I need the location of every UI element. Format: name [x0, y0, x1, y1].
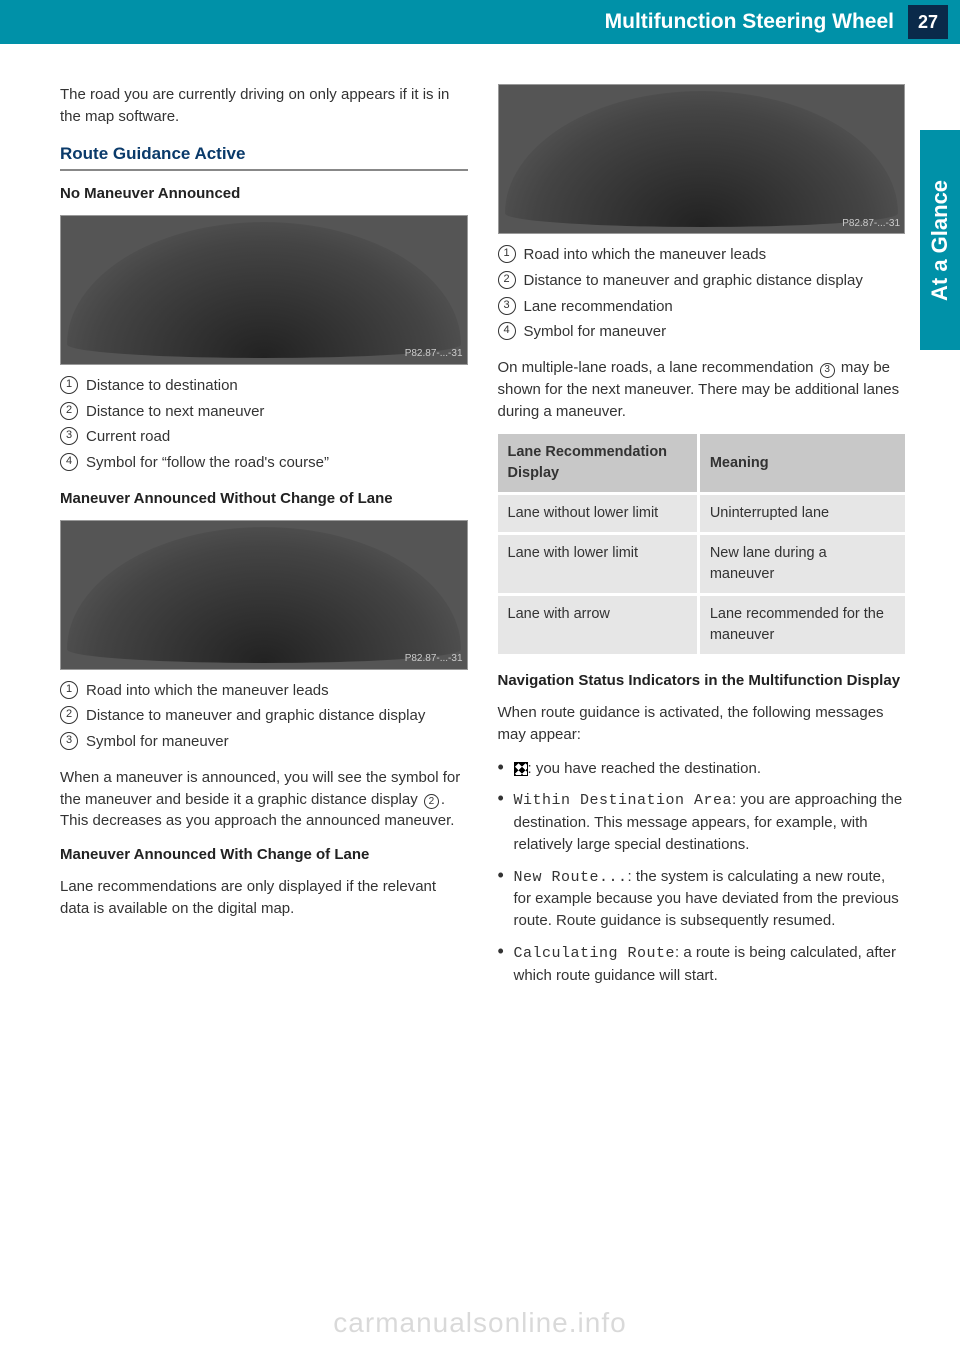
- page-header: Multifunction Steering Wheel 27: [0, 0, 960, 44]
- callout-3-icon: 3: [60, 732, 78, 750]
- callout-text: Symbol for maneuver: [86, 731, 229, 753]
- callout-3-icon: 3: [498, 297, 516, 315]
- callout-2-icon: 2: [60, 706, 78, 724]
- list-item: 3 Lane recommendation: [498, 296, 906, 318]
- instrument-display-image-2: [60, 520, 468, 670]
- multiple-lane-text: On multiple-lane roads, a lane recommend…: [498, 357, 906, 422]
- list-item: 1 Road into which the maneuver leads: [60, 680, 468, 702]
- code-text: New Route...: [514, 869, 628, 886]
- code-text: Calculating Route: [514, 945, 676, 962]
- lane-recommendation-table: Lane Recommendation Display Meaning Lane…: [498, 434, 906, 654]
- callout-2-icon: 2: [60, 402, 78, 420]
- table-row: Lane with lower limit New lane during a …: [498, 534, 906, 595]
- list-item: 4 Symbol for “follow the road's course”: [60, 452, 468, 474]
- instrument-display-image-1: [60, 215, 468, 365]
- subheading-nav-status: Navigation Status Indicators in the Mult…: [498, 670, 906, 692]
- callout-text: Symbol for maneuver: [524, 321, 667, 343]
- callout-1-icon: 1: [60, 681, 78, 699]
- callout-text: Distance to maneuver and graphic distanc…: [524, 270, 863, 292]
- callout-text: Current road: [86, 426, 170, 448]
- subheading-without-lane: Maneuver Announced Without Change of Lan…: [60, 488, 468, 510]
- intro-text: The road you are currently driving on on…: [60, 84, 468, 128]
- content-area: The road you are currently driving on on…: [0, 44, 960, 996]
- code-text: Within Destination Area: [514, 792, 733, 809]
- table-cell: Lane without lower limit: [498, 494, 699, 534]
- callout-4-icon: 4: [60, 453, 78, 471]
- callout-1-icon: 1: [498, 245, 516, 263]
- status-message-list: : you have reached the destination. With…: [498, 758, 906, 987]
- callout-text: Distance to maneuver and graphic distanc…: [86, 705, 425, 727]
- table-row: Lane Recommendation Display Meaning: [498, 434, 906, 494]
- list-item: 2 Distance to maneuver and graphic distan…: [498, 270, 906, 292]
- list-item: Within Destination Area: you are approac…: [498, 789, 906, 855]
- lane-data-note: Lane recommendations are only displayed …: [60, 876, 468, 920]
- callout-list-3: 1 Road into which the maneuver leads 2 Dis…: [498, 244, 906, 343]
- bullet-text: : you have reached the destination.: [528, 760, 762, 777]
- table-cell: New lane during a maneuver: [698, 534, 905, 595]
- list-item: 3 Current road: [60, 426, 468, 448]
- callout-text: Lane recommendation: [524, 296, 673, 318]
- right-column: 1 Road into which the maneuver leads 2 Dis…: [498, 84, 906, 996]
- destination-flag-icon: [514, 762, 528, 776]
- list-item: 2 Distance to next maneuver: [60, 401, 468, 423]
- instrument-display-image-3: [498, 84, 906, 234]
- nav-status-intro: When route guidance is activated, the fo…: [498, 702, 906, 746]
- table-cell: Uninterrupted lane: [698, 494, 905, 534]
- table-header: Lane Recommendation Display: [498, 434, 699, 494]
- section-heading: Route Guidance Active: [60, 142, 468, 172]
- callout-list-1: 1 Distance to destination 2 Distance to ne…: [60, 375, 468, 474]
- list-item: 1 Road into which the maneuver leads: [498, 244, 906, 266]
- subheading-no-maneuver: No Maneuver Announced: [60, 183, 468, 205]
- callout-text: Distance to destination: [86, 375, 238, 397]
- callout-2-icon: 2: [498, 271, 516, 289]
- table-cell: Lane recommended for the maneuver: [698, 595, 905, 655]
- callout-text: Symbol for “follow the road's course”: [86, 452, 329, 474]
- table-cell: Lane with arrow: [498, 595, 699, 655]
- callout-text: Road into which the maneuver leads: [86, 680, 329, 702]
- maneuver-explain-text: When a maneuver is announced, you will s…: [60, 767, 468, 832]
- side-tab: At a Glance: [920, 130, 960, 350]
- callout-4-icon: 4: [498, 322, 516, 340]
- table-header: Meaning: [698, 434, 905, 494]
- list-item: Calculating Route: a route is being calc…: [498, 942, 906, 987]
- callout-1-icon: 1: [60, 376, 78, 394]
- table-row: Lane with arrow Lane recommended for the…: [498, 595, 906, 655]
- page-number: 27: [908, 5, 948, 39]
- callout-text: Distance to next maneuver: [86, 401, 264, 423]
- left-column: The road you are currently driving on on…: [60, 84, 468, 996]
- table-row: Lane without lower limit Uninterrupted l…: [498, 494, 906, 534]
- list-item: 1 Distance to destination: [60, 375, 468, 397]
- inline-ref-2-icon: 2: [424, 794, 439, 809]
- list-item: 3 Symbol for maneuver: [60, 731, 468, 753]
- watermark-text: carmanualsonline.info: [0, 1303, 960, 1344]
- callout-list-2: 1 Road into which the maneuver leads 2 Dis…: [60, 680, 468, 753]
- list-item: New Route...: the system is calculating …: [498, 866, 906, 932]
- list-item: : you have reached the destination.: [498, 758, 906, 780]
- subheading-with-lane: Maneuver Announced With Change of Lane: [60, 844, 468, 866]
- table-cell: Lane with lower limit: [498, 534, 699, 595]
- header-title: Multifunction Steering Wheel: [605, 7, 894, 37]
- list-item: 4 Symbol for maneuver: [498, 321, 906, 343]
- callout-text: Road into which the maneuver leads: [524, 244, 767, 266]
- callout-3-icon: 3: [60, 427, 78, 445]
- list-item: 2 Distance to maneuver and graphic distan…: [60, 705, 468, 727]
- inline-ref-3-icon: 3: [820, 363, 835, 378]
